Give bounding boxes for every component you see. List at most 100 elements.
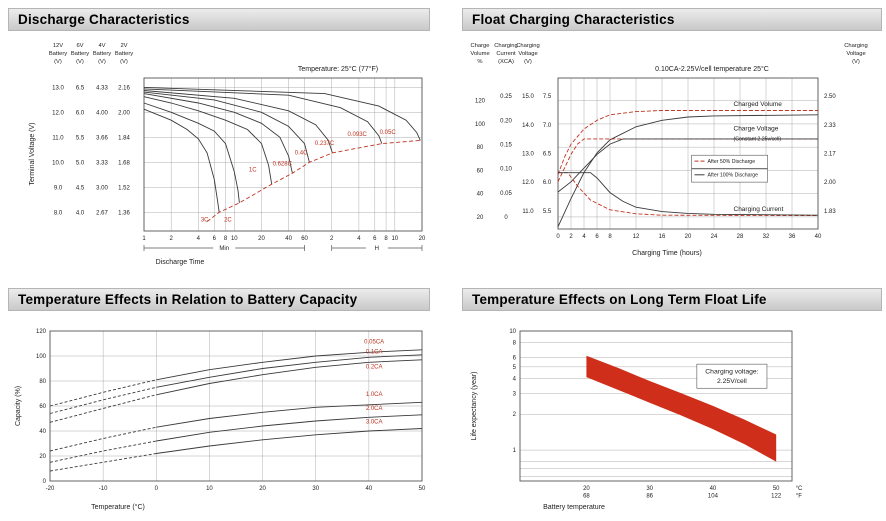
svg-text:4: 4 (197, 236, 201, 242)
svg-text:Min: Min (219, 246, 229, 252)
series-charging-current-after-100pct (558, 172, 819, 216)
svg-text:Battery: Battery (49, 51, 67, 57)
svg-text:20: 20 (259, 486, 266, 492)
svg-text:6.0: 6.0 (543, 180, 552, 186)
svg-text:(V): (V) (524, 59, 532, 65)
svg-text:0.05C: 0.05C (380, 130, 397, 136)
svg-text:60: 60 (39, 404, 46, 410)
svg-text:3.00: 3.00 (96, 185, 108, 191)
svg-text:15.0: 15.0 (522, 94, 534, 100)
svg-text:Charging: Charging (494, 43, 518, 49)
svg-text:0.1CA: 0.1CA (366, 350, 383, 356)
svg-text:30: 30 (312, 486, 319, 492)
svg-text:°F: °F (796, 494, 802, 500)
svg-text:3.33: 3.33 (96, 160, 108, 166)
svg-text:60: 60 (301, 236, 308, 242)
svg-text:%: % (477, 59, 482, 65)
svg-text:2.00: 2.00 (824, 180, 836, 186)
float-plot: 0 2 4 6 8 12 16 20 24 28 32 36 40ChargeVolume%120100… (470, 43, 867, 257)
discharge-plot: 1 2 4 6 8 10 20 40 60 2 4 6 8 10 2012VBattery(V)13.012… (29, 43, 426, 266)
svg-text:1: 1 (513, 448, 517, 454)
svg-text:40: 40 (815, 234, 822, 240)
series-1.0CA (156, 401, 423, 428)
panel-title-discharge: Discharge Characteristics (8, 8, 430, 31)
series-charged-volume-after-50pct (557, 110, 818, 175)
panel-title-float-charging: Float Charging Characteristics (462, 8, 882, 31)
series-1.0CA (49, 426, 157, 452)
svg-text:30: 30 (646, 486, 653, 492)
svg-text:10: 10 (231, 236, 238, 242)
svg-text:4: 4 (582, 234, 586, 240)
svg-text:Battery: Battery (115, 51, 133, 57)
svg-text:3C: 3C (201, 218, 209, 224)
svg-text:5.5: 5.5 (76, 135, 85, 141)
svg-text:2.25V/cell: 2.25V/cell (717, 378, 747, 385)
svg-text:20: 20 (685, 234, 692, 240)
panel-title-float-life: Temperature Effects on Long Term Float L… (462, 288, 882, 311)
series-charge-voltage-after-50pct (557, 138, 818, 182)
svg-text:6: 6 (213, 236, 217, 242)
svg-text:6: 6 (373, 236, 377, 242)
svg-text:8: 8 (608, 234, 612, 240)
svg-text:1.68: 1.68 (118, 160, 130, 166)
svg-text:80: 80 (39, 379, 46, 385)
svg-text:0.628C: 0.628C (273, 161, 293, 167)
svg-text:Temperature (°C): Temperature (°C) (91, 503, 145, 511)
svg-text:Charging: Charging (516, 43, 540, 49)
svg-text:(V): (V) (120, 59, 128, 65)
svg-text:6.0: 6.0 (76, 110, 85, 116)
svg-text:2.17: 2.17 (824, 152, 836, 158)
svg-text:-20: -20 (46, 486, 55, 492)
svg-text:12V: 12V (53, 43, 63, 49)
svg-text:60: 60 (477, 168, 484, 174)
svg-text:0.093C: 0.093C (348, 132, 368, 138)
svg-text:After 50% Discharge: After 50% Discharge (708, 159, 756, 165)
series-0.1CA (49, 386, 157, 414)
svg-text:40: 40 (710, 486, 717, 492)
svg-text:(V): (V) (76, 59, 84, 65)
svg-text:12: 12 (633, 234, 640, 240)
svg-text:1.0CA: 1.0CA (366, 392, 383, 398)
svg-text:20: 20 (39, 454, 46, 460)
svg-text:2C: 2C (224, 218, 232, 224)
svg-text:1: 1 (142, 236, 146, 242)
svg-text:4.0: 4.0 (76, 210, 85, 216)
series-3.0CA (156, 428, 423, 454)
svg-text:(V): (V) (98, 59, 106, 65)
svg-text:10: 10 (206, 486, 213, 492)
svg-text:13.0: 13.0 (522, 152, 534, 158)
svg-text:2.0CA: 2.0CA (366, 406, 383, 412)
svg-text:Charge: Charge (470, 43, 489, 49)
series-3.0CA (49, 453, 157, 472)
svg-text:2: 2 (569, 234, 573, 240)
panel-discharge-characteristics: Discharge Characteristics 1 2 4 6 8 10 20 40 60 2… (8, 8, 430, 290)
series-0.05CA (156, 349, 423, 381)
svg-text:40: 40 (39, 429, 46, 435)
svg-text:1.83: 1.83 (824, 209, 836, 215)
svg-text:20: 20 (583, 486, 590, 492)
svg-text:6.5: 6.5 (76, 85, 85, 91)
svg-text:122: 122 (771, 494, 782, 500)
svg-text:40: 40 (285, 236, 292, 242)
svg-text:20: 20 (258, 236, 265, 242)
series-3C (143, 108, 220, 213)
svg-text:6: 6 (595, 234, 599, 240)
svg-text:Charging Current: Charging Current (734, 206, 784, 213)
svg-text:104: 104 (708, 494, 719, 500)
svg-text:°C: °C (796, 486, 803, 492)
svg-text:Charging voltage:: Charging voltage: (705, 368, 758, 375)
svg-text:10: 10 (509, 329, 516, 335)
svg-text:12.0: 12.0 (52, 110, 64, 116)
svg-text:9.0: 9.0 (54, 185, 63, 191)
temperature-capacity-chart: -20 -10 0 10 20 30 40 50 0 20 40 60 80 100 120 0.05CA 0.… (8, 313, 430, 518)
svg-text:50: 50 (773, 486, 780, 492)
svg-text:24: 24 (711, 234, 718, 240)
series-0.2CA (49, 394, 157, 423)
svg-text:0: 0 (504, 215, 508, 221)
svg-text:120: 120 (36, 329, 47, 335)
series-0.05C (143, 86, 421, 141)
svg-text:6V: 6V (76, 43, 83, 49)
svg-text:6.5: 6.5 (543, 152, 552, 158)
svg-text:Capacity (%): Capacity (%) (15, 386, 22, 426)
